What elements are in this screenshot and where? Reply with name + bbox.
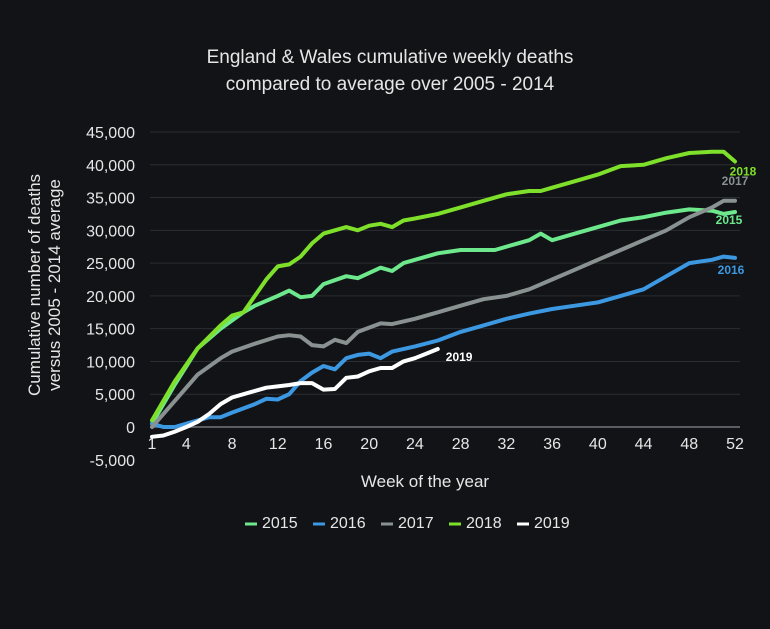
y-tick-label: 35,000 — [86, 191, 135, 208]
y-axis-label-line-1: Cumulative number of deaths — [25, 174, 44, 396]
y-tick-label: 25,000 — [86, 256, 135, 273]
x-tick-label: 8 — [228, 436, 237, 453]
x-tick-label: 48 — [680, 436, 698, 453]
x-tick-label: 12 — [269, 436, 287, 453]
legend-label-2019: 2019 — [534, 515, 570, 532]
chart-title-line-1: England & Wales cumulative weekly deaths — [207, 47, 574, 68]
legend-label-2017: 2017 — [398, 515, 434, 532]
x-tick-label: 4 — [182, 436, 191, 453]
x-tick-label: 20 — [360, 436, 378, 453]
y-axis-ticks: -5,000 0 5,000 10,000 15,000 20,000 25,000 30,0… — [86, 125, 135, 470]
legend-label-2018: 2018 — [466, 515, 502, 532]
x-tick-label: 40 — [589, 436, 607, 453]
x-tick-label: 1 — [148, 436, 157, 453]
legend: 2015 2016 2017 2018 2019 — [245, 515, 570, 532]
y-tick-label: 20,000 — [86, 289, 135, 306]
x-axis-label: Week of the year — [361, 472, 490, 491]
chart-title-line-2: compared to average over 2005 - 2014 — [226, 74, 555, 95]
x-tick-label: 36 — [543, 436, 561, 453]
series-line-2016 — [150, 254, 737, 429]
legend-label-2016: 2016 — [330, 515, 366, 532]
end-label-2015: 2015 — [716, 213, 743, 227]
end-label-2018: 2018 — [730, 165, 757, 179]
x-tick-label: 28 — [452, 436, 470, 453]
series-line-2017 — [150, 198, 737, 429]
series-line-2019 — [150, 347, 440, 439]
end-label-2016: 2016 — [718, 263, 745, 277]
end-label-2017: 2017 — [722, 174, 749, 188]
gridlines — [150, 131, 740, 428]
y-tick-label: 40,000 — [86, 158, 135, 175]
x-tick-label: 44 — [635, 436, 653, 453]
x-tick-label: 52 — [726, 436, 744, 453]
legend-label-2015: 2015 — [262, 515, 298, 532]
x-tick-label: 16 — [315, 436, 333, 453]
y-tick-label: -5,000 — [90, 453, 135, 470]
y-tick-label: 15,000 — [86, 322, 135, 339]
series-lines — [150, 149, 737, 439]
y-tick-label: 10,000 — [86, 354, 135, 371]
end-label-2019: 2019 — [446, 350, 473, 364]
y-tick-label: 45,000 — [86, 125, 135, 142]
series-line-2015 — [150, 207, 737, 426]
y-tick-label: 0 — [126, 420, 135, 437]
x-axis-ticks: 1 4 8 12 16 20 24 28 32 36 40 44 48 52 — [148, 436, 744, 453]
x-tick-label: 24 — [406, 436, 424, 453]
series-line-2018 — [150, 149, 737, 423]
y-tick-label: 30,000 — [86, 223, 135, 240]
y-axis-label-line-2: versus 2005 - 2014 average — [45, 179, 64, 391]
x-tick-label: 32 — [497, 436, 515, 453]
y-tick-label: 5,000 — [95, 387, 135, 404]
